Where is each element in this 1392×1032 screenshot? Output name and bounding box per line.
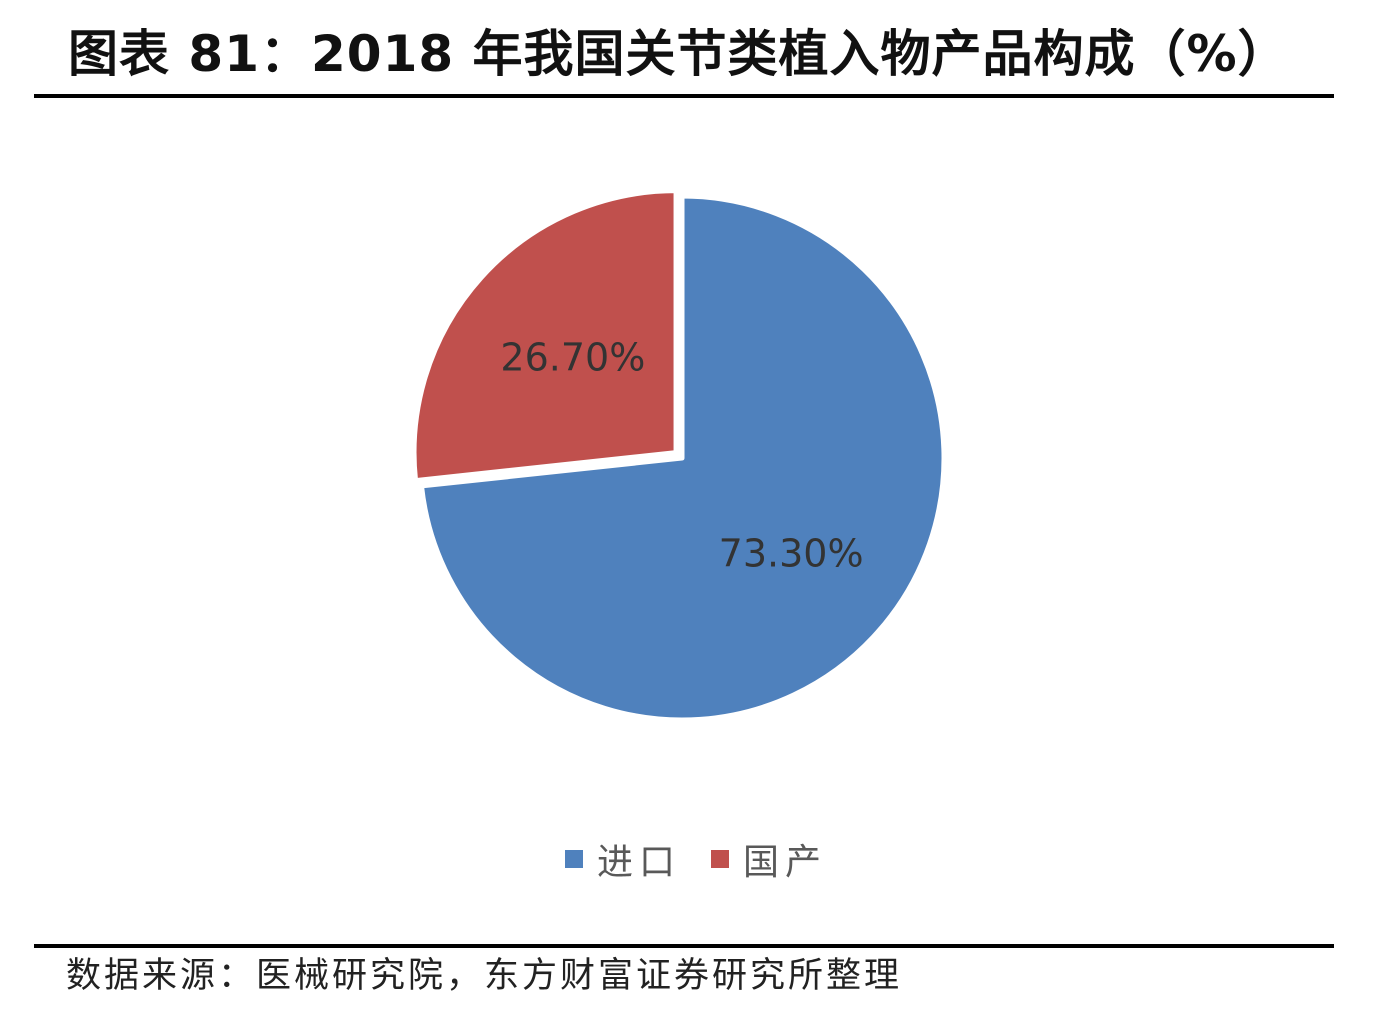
legend-label-domestic: 国产 <box>743 842 828 883</box>
source-note: 数据来源：医械研究院，东方财富证券研究所整理 <box>66 956 903 996</box>
title-divider <box>34 94 1334 98</box>
legend-label-import: 进口 <box>596 842 681 883</box>
legend-item-import: 进口 <box>564 833 681 885</box>
pie-chart: 73.30% 26.70% <box>411 188 947 723</box>
pie-slice-import <box>418 193 947 723</box>
chart-title: 图表 81：2018 年我国关节类植入物产品构成（%） <box>68 25 1289 83</box>
pie-label-domestic: 26.70% <box>500 335 645 379</box>
source-divider <box>34 944 1334 948</box>
pie-label-import: 73.30% <box>719 532 864 576</box>
chart-legend: 进口 国产 <box>0 833 1392 885</box>
legend-swatch-import <box>564 850 583 868</box>
pie-slice-domestic <box>411 188 679 484</box>
legend-swatch-domestic <box>711 850 729 868</box>
legend-item-domestic: 国产 <box>711 833 827 885</box>
